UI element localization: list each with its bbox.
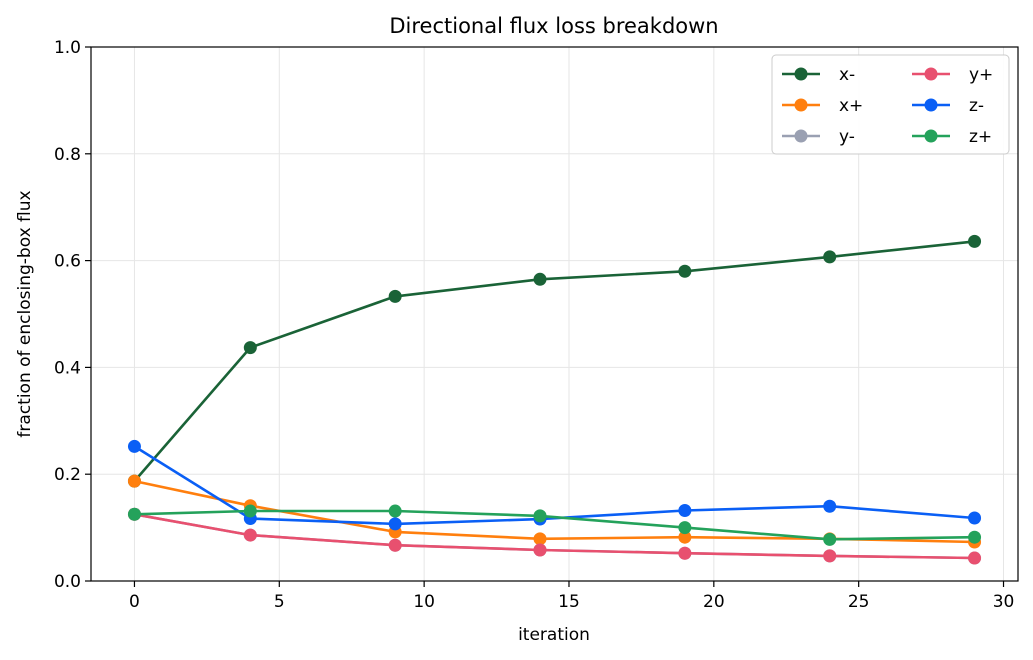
legend-item-x-: x-: [782, 65, 855, 85]
legend-box: [771, 54, 1010, 155]
y-axis-label: fraction of enclosing-box flux: [15, 190, 35, 437]
data-point-y+: [533, 543, 547, 557]
data-point-z-: [127, 439, 141, 453]
legend-item-z-: z-: [912, 96, 984, 116]
y-tick-label: 0.4: [54, 358, 81, 378]
y-tick-label: 1.0: [54, 38, 81, 58]
legend-item-y-: y-: [782, 127, 855, 147]
data-point-z-: [968, 511, 982, 525]
legend-label: x-: [839, 65, 855, 85]
x-tick-label: 25: [848, 592, 870, 612]
legend-swatch-marker: [794, 129, 808, 143]
data-point-z+: [968, 530, 982, 544]
legend-swatch-marker: [924, 129, 938, 143]
data-point-x-: [678, 264, 692, 278]
legend-swatch-marker: [924, 67, 938, 81]
y-tick-label: 0.0: [54, 572, 81, 592]
data-point-x-: [388, 289, 402, 303]
legend-item-x+: x+: [782, 96, 863, 116]
data-point-x-: [968, 234, 982, 248]
data-point-z+: [243, 504, 257, 518]
y-tick-label: 0.6: [54, 252, 81, 272]
data-point-y+: [388, 538, 402, 552]
data-point-y+: [968, 551, 982, 565]
series-line-x-: [133, 240, 975, 482]
data-point-z+: [823, 532, 837, 546]
legend-label: z-: [969, 96, 984, 116]
data-point-y+: [243, 528, 257, 542]
plot-frame: [90, 46, 1019, 582]
data-point-y+: [678, 546, 692, 560]
legend-item-y+: y+: [912, 65, 993, 85]
data-point-z-: [823, 499, 837, 513]
data-point-y+: [823, 549, 837, 563]
data-point-x-: [533, 272, 547, 286]
legend-item-z+: z+: [912, 127, 992, 147]
legend-label: x+: [839, 96, 863, 116]
legend-swatch-marker: [794, 98, 808, 112]
legend-swatch-marker: [924, 98, 938, 112]
data-point-z+: [678, 521, 692, 535]
data-point-z-: [678, 504, 692, 518]
x-tick-label: 30: [993, 592, 1015, 612]
series-z+: [127, 504, 982, 546]
legend-label: y-: [839, 127, 855, 147]
legend-swatch-marker: [794, 67, 808, 81]
data-point-x-: [823, 250, 837, 264]
x-axis-label: iteration: [518, 625, 590, 645]
data-point-z+: [388, 504, 402, 518]
legend-label: y+: [969, 65, 993, 85]
x-tick-label: 15: [558, 592, 580, 612]
x-tick-label: 20: [703, 592, 725, 612]
x-tick-label: 5: [274, 592, 285, 612]
x-tick-label: 10: [413, 592, 435, 612]
legend-label: z+: [969, 127, 992, 147]
data-point-z+: [127, 507, 141, 521]
series-line-y+: [134, 513, 975, 560]
data-point-x+: [127, 474, 141, 488]
series-layer: [127, 234, 982, 565]
data-point-z+: [533, 509, 547, 523]
legend: x-x+ y-y+ z-z+: [771, 54, 1010, 155]
chart-title: Directional flux loss breakdown: [389, 14, 718, 38]
data-point-x+: [533, 532, 547, 546]
data-point-z-: [388, 517, 402, 531]
y-tick-label: 0.2: [54, 465, 81, 485]
axis-ticks: 0 5 10 15 20 25 30 0.0 0.2 0.4 0.6 0.8 1.0: [54, 38, 1014, 612]
x-tick-label: 0: [129, 592, 140, 612]
series-x-: [127, 234, 982, 488]
y-tick-label: 0.8: [54, 145, 81, 165]
data-point-x+: [678, 530, 692, 544]
data-point-x-: [243, 341, 257, 355]
